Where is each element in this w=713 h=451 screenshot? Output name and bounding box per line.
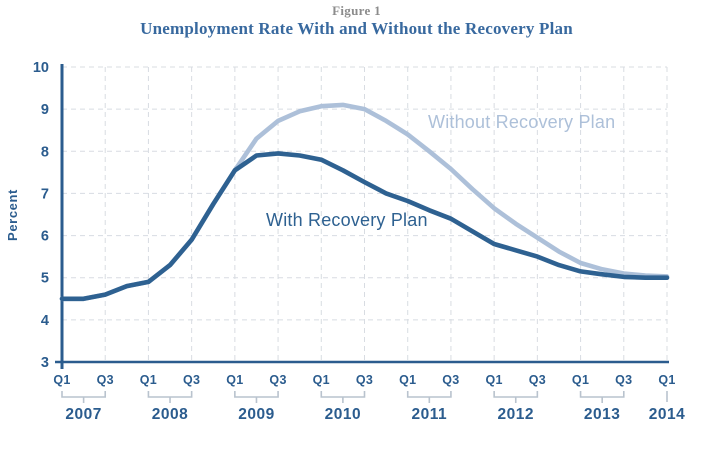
year-label-2014: 2014 bbox=[649, 406, 685, 423]
year-brackets-and-labels: 2007 2008 2009 2010 2011 2012 2013 2014 bbox=[61, 391, 685, 423]
year-label-2007: 2007 bbox=[65, 406, 101, 423]
year-bracket-2013 bbox=[579, 391, 625, 403]
year-bracket-2012 bbox=[493, 391, 539, 403]
year-bracket-2007 bbox=[61, 391, 107, 403]
x-tick-2007-q3: Q3 bbox=[97, 373, 114, 387]
y-tick-4: 4 bbox=[41, 313, 49, 329]
series-label-with-recovery-plan: With Recovery Plan bbox=[266, 210, 428, 230]
y-tick-9: 9 bbox=[41, 102, 49, 118]
year-label-2008: 2008 bbox=[152, 406, 188, 423]
axes bbox=[55, 64, 669, 369]
line-with-recovery-plan bbox=[59, 151, 670, 302]
year-bracket-2009 bbox=[234, 391, 279, 403]
y-tick-10: 10 bbox=[33, 60, 49, 76]
year-label-2013: 2013 bbox=[584, 406, 620, 423]
x-tick-2011-q1: Q1 bbox=[399, 373, 416, 387]
x-tick-2008-q1: Q1 bbox=[140, 373, 157, 387]
y-tick-6: 6 bbox=[41, 229, 49, 245]
year-bracket-2010 bbox=[320, 391, 366, 403]
y-axis-title: Percent bbox=[5, 189, 20, 241]
x-axis-tick-labels: Q1 Q3 Q1 Q3 Q1 Q3 Q1 Q3 Q1 Q3 Q1 Q3 Q1 Q3 Q1 bbox=[53, 373, 675, 387]
gridlines bbox=[62, 66, 668, 362]
x-tick-2008-q3: Q3 bbox=[183, 373, 200, 387]
x-tick-2010-q1: Q1 bbox=[313, 373, 330, 387]
year-label-2010: 2010 bbox=[325, 406, 361, 423]
y-tick-8: 8 bbox=[41, 144, 49, 160]
x-tick-2009-q3: Q3 bbox=[269, 373, 286, 387]
y-tick-3: 3 bbox=[41, 355, 49, 371]
year-label-2009: 2009 bbox=[238, 406, 274, 423]
x-tick-2012-q1: Q1 bbox=[486, 373, 503, 387]
year-label-2012: 2012 bbox=[498, 406, 534, 423]
year-bracket-2011 bbox=[406, 391, 452, 403]
x-tick-2012-q3: Q3 bbox=[529, 373, 546, 387]
y-axis-tick-labels: 3 4 5 6 7 8 9 10 bbox=[33, 60, 49, 371]
x-tick-2009-q1: Q1 bbox=[226, 373, 243, 387]
chart-title: Unemployment Rate With and Without the R… bbox=[140, 19, 573, 38]
figure-label: Figure 1 bbox=[332, 3, 381, 18]
y-tick-7: 7 bbox=[41, 186, 49, 202]
year-bracket-2008 bbox=[147, 391, 193, 403]
x-tick-2011-q3: Q3 bbox=[442, 373, 459, 387]
series-label-without-recovery-plan: Without Recovery Plan bbox=[428, 112, 615, 132]
x-tick-2013-q3: Q3 bbox=[615, 373, 632, 387]
x-tick-2007-q1: Q1 bbox=[53, 373, 70, 387]
year-label-2011: 2011 bbox=[412, 406, 448, 423]
x-tick-2010-q3: Q3 bbox=[356, 373, 373, 387]
y-tick-5: 5 bbox=[41, 271, 49, 287]
x-tick-2014-q1: Q1 bbox=[658, 373, 675, 387]
series-lines bbox=[59, 102, 670, 302]
x-tick-2013-q1: Q1 bbox=[572, 373, 589, 387]
